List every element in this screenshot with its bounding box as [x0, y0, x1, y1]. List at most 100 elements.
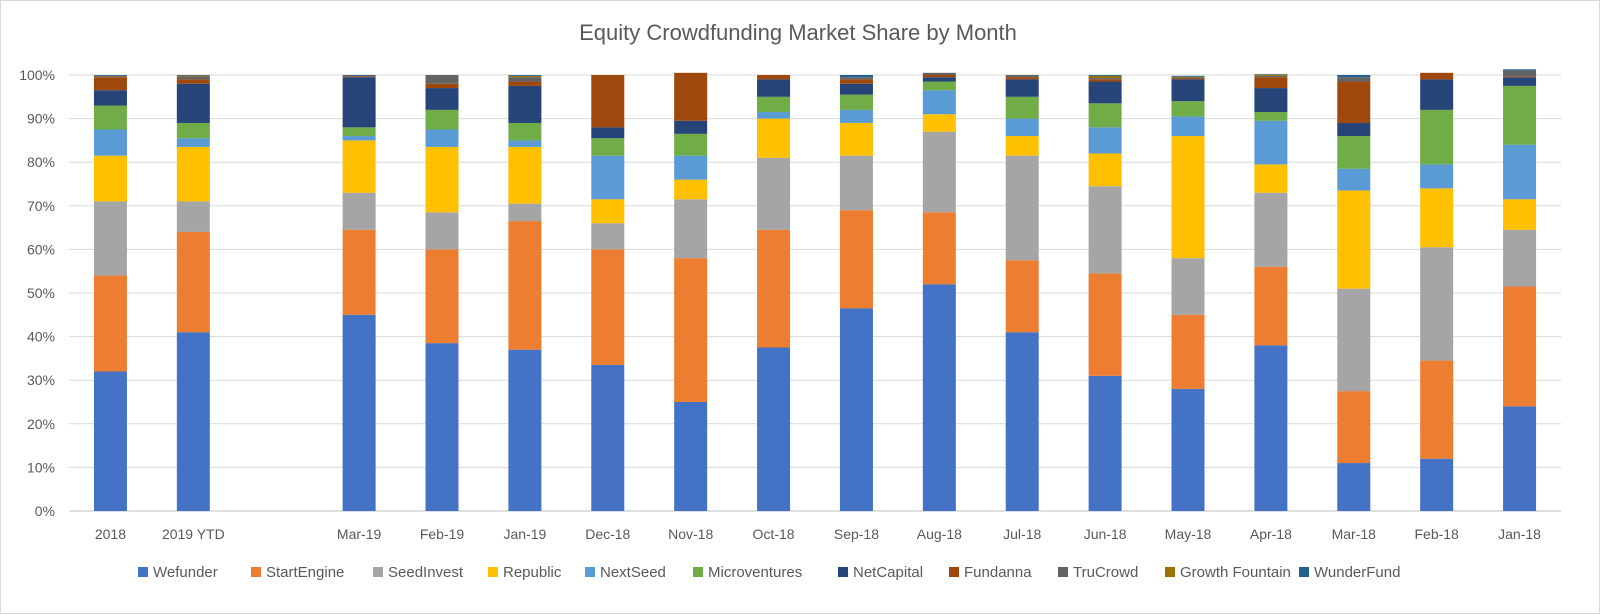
bar-segment: [1088, 273, 1122, 376]
bar-segment: [1503, 144, 1537, 200]
bar-segment: [508, 85, 542, 123]
bar-segment: [1171, 79, 1205, 102]
bar-segment: [839, 308, 873, 511]
bar-segment: [93, 90, 127, 106]
bar-segment: [674, 133, 708, 156]
bar-segment: [1171, 77, 1205, 79]
bar-segment: [93, 129, 127, 156]
bar-segment: [342, 314, 376, 511]
bar-segment: [342, 192, 376, 230]
bar-segment: [1254, 120, 1288, 165]
bar-segment: [1254, 192, 1288, 267]
bar-segment: [591, 127, 625, 139]
y-tick-label: 80%: [27, 154, 55, 170]
bar-segment: [1420, 164, 1454, 189]
bar-segment: [1005, 96, 1039, 119]
bar-segment: [1503, 406, 1537, 511]
bar-segment: [1088, 79, 1122, 82]
legend-swatch: [251, 567, 261, 577]
bar-segment: [508, 221, 542, 350]
bar-segment: [425, 343, 459, 511]
bar-segment: [1337, 190, 1371, 289]
legend-label: NextSeed: [600, 564, 666, 581]
legend-label: TruCrowd: [1073, 564, 1138, 581]
bar-segment: [1088, 78, 1122, 80]
bar-segment: [508, 146, 542, 204]
bar-segment: [1420, 458, 1454, 511]
bar-segment: [176, 332, 210, 511]
x-tick-label: Jul-18: [1003, 526, 1041, 542]
bar-segment: [1088, 375, 1122, 511]
y-tick-label: 40%: [27, 329, 55, 345]
bar-segment: [176, 201, 210, 232]
bar-segment: [342, 77, 376, 128]
bar-segment: [674, 179, 708, 200]
bar-segment: [342, 136, 376, 141]
bar-segment: [425, 83, 459, 89]
bar-segment: [1503, 76, 1537, 78]
bar-segment: [425, 146, 459, 213]
bars: [93, 69, 1537, 511]
bar-segment: [1503, 85, 1537, 145]
legend-swatch: [949, 567, 959, 577]
bar-segment: [342, 75, 376, 77]
x-tick-label: Jan-18: [1498, 526, 1541, 542]
legend-swatch: [488, 567, 498, 577]
legend-swatch: [838, 567, 848, 577]
bar-segment: [176, 79, 210, 84]
bar-segment: [1088, 127, 1122, 154]
bar-segment: [93, 275, 127, 372]
bar-segment: [176, 75, 210, 77]
bar-segment: [176, 75, 210, 76]
bar-segment: [1337, 136, 1371, 169]
bar-segment: [674, 402, 708, 511]
y-tick-label: 10%: [27, 459, 55, 475]
bar-segment: [922, 284, 956, 511]
bar-segment: [1254, 164, 1288, 193]
bar-segment: [922, 77, 956, 82]
bar-segment: [1005, 260, 1039, 333]
x-tick-label: Nov-18: [668, 526, 713, 542]
bar-segment: [508, 140, 542, 147]
bar-segment: [1503, 70, 1537, 77]
bar-segment: [1171, 258, 1205, 315]
bar-segment: [1171, 76, 1205, 78]
bar-segment: [508, 203, 542, 222]
bar-segment: [839, 83, 873, 95]
bar-segment: [508, 81, 542, 86]
x-tick-label: Feb-18: [1414, 526, 1459, 542]
bar-segment: [922, 131, 956, 213]
y-tick-label: 100%: [19, 67, 55, 83]
x-tick-label: Jan-19: [503, 526, 546, 542]
bar-segment: [1420, 247, 1454, 361]
legend-swatch: [1299, 567, 1309, 577]
bar-segment: [1503, 229, 1537, 287]
bar-segment: [1005, 75, 1039, 78]
bar-segment: [1171, 101, 1205, 117]
bar-segment: [1005, 77, 1039, 80]
bar-segment: [1337, 168, 1371, 191]
bar-segment: [176, 146, 210, 202]
bar-segment: [839, 155, 873, 211]
bar-segment: [1171, 388, 1205, 511]
bar-segment: [1005, 332, 1039, 511]
bar-segment: [1005, 118, 1039, 137]
bar-segment: [93, 77, 127, 91]
legend-swatch: [585, 567, 595, 577]
bar-segment: [1420, 360, 1454, 459]
y-tick-label: 0%: [35, 503, 55, 519]
bar-segment: [1171, 116, 1205, 137]
x-tick-label: Sep-18: [834, 526, 879, 542]
bar-segment: [342, 140, 376, 193]
bar-segment: [176, 122, 210, 139]
bar-segment: [591, 223, 625, 250]
bar-segment: [922, 72, 956, 75]
bar-segment: [93, 76, 127, 78]
bar-segment: [425, 249, 459, 344]
bar-segment: [1088, 81, 1122, 104]
bar-segment: [1420, 188, 1454, 248]
bar-segment: [93, 75, 127, 76]
bar-segment: [176, 83, 210, 123]
bar-segment: [591, 199, 625, 224]
bar-segment: [1088, 75, 1122, 76]
